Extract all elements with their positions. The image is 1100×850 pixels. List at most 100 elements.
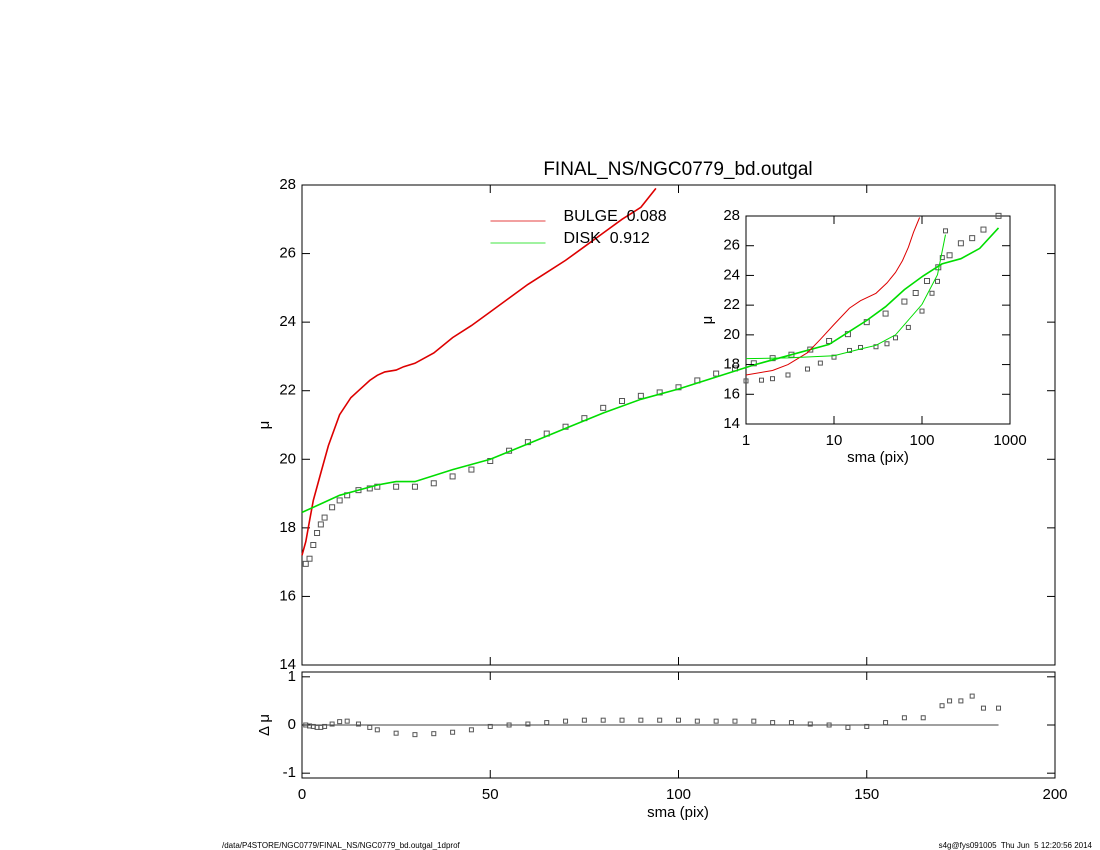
data-point [893,335,899,341]
y-tick-label: 28 [279,176,296,193]
data-point [943,228,949,234]
data-point [657,717,663,723]
y-tick-label: 18 [279,519,296,536]
data-point [329,721,335,727]
data-point [411,483,418,490]
x-tick-label: 100 [666,786,691,803]
data-point [969,693,975,699]
y-axis-label: μ [699,316,716,325]
data-point [901,715,907,721]
y-tick-label: 20 [279,450,296,467]
data-point [302,560,309,567]
data-point [393,483,400,490]
x-tick-label: 150 [854,786,879,803]
data-point [468,466,475,473]
x-tick-label: 0 [298,786,306,803]
profile-line [745,217,921,376]
data-point [743,378,749,384]
data-point [506,722,512,728]
y-tick-label: 26 [279,245,296,262]
data-point [355,721,361,727]
data-point [393,730,399,736]
y-tick-label: 28 [723,207,740,224]
data-point [969,235,976,242]
data-point [487,723,493,729]
data-point [638,717,644,723]
data-point [322,723,328,729]
data-point [920,715,926,721]
y-tick-label: 26 [723,237,740,254]
profile-line [745,234,946,360]
data-point [336,497,343,504]
data-point [882,310,889,317]
data-point [884,341,890,347]
y-tick-label: 18 [723,356,740,373]
y-tick-label: 22 [279,382,296,399]
data-point [412,732,418,738]
data-point [846,347,852,353]
y-tick-label: 24 [279,313,296,330]
data-point [430,480,437,487]
data-point [919,308,925,314]
data-point [905,324,911,330]
data-point [317,521,324,528]
data-point [912,290,919,296]
y-tick-label: 24 [723,266,740,283]
data-point [732,718,738,724]
data-point [947,698,953,704]
main-frame [301,184,1056,666]
x-tick-label: 50 [482,786,499,803]
x-tick-label: 10 [826,432,843,449]
data-point [329,504,336,511]
data-point [929,290,935,296]
data-point [694,718,700,724]
data-point [751,718,757,724]
data-point [713,718,719,724]
y-tick-label: 22 [723,296,740,313]
data-point [939,703,945,709]
y-tick-label: 14 [723,415,740,432]
data-point [321,514,328,521]
data-point [581,717,587,723]
y-axis-label: Δ μ [256,714,273,736]
profile-line [301,187,657,556]
data-point [807,721,813,727]
data-point [450,729,456,735]
footer-path: /data/P4STORE/NGC0779/FINAL_NS/NGC0779_b… [222,841,461,850]
data-point [996,705,1002,711]
y-tick-label: 16 [723,385,740,402]
data-point [676,717,681,723]
data-point [713,370,720,377]
x-axis-label: sma (pix) [847,449,909,466]
data-point [619,398,626,404]
data-point [374,727,380,733]
data-point [946,252,953,259]
data-point [758,377,764,383]
data-point [600,717,606,723]
data-point [864,723,870,729]
data-point [831,354,837,360]
data-point [939,255,945,261]
data-point [600,404,607,411]
data-point [306,555,313,562]
data-point [637,392,644,399]
data-point [563,718,569,724]
legend-label: DISK 0.912 [564,230,650,247]
data-point [901,298,908,305]
x-tick-label: 200 [1042,786,1067,803]
x-tick-label: 1 [742,432,750,449]
y-tick-label: 0 [288,716,296,733]
profile-line [301,227,1000,514]
y-tick-label: 16 [279,587,296,604]
data-point [788,720,794,726]
y-tick-label: 14 [279,656,296,673]
data-point [449,473,456,480]
data-point [958,698,964,704]
data-point [826,722,832,728]
y-tick-label: 1 [288,668,296,685]
data-point [431,731,437,737]
x-axis-label: sma (pix) [647,804,709,821]
data-point [314,530,321,536]
data-point [980,226,987,233]
